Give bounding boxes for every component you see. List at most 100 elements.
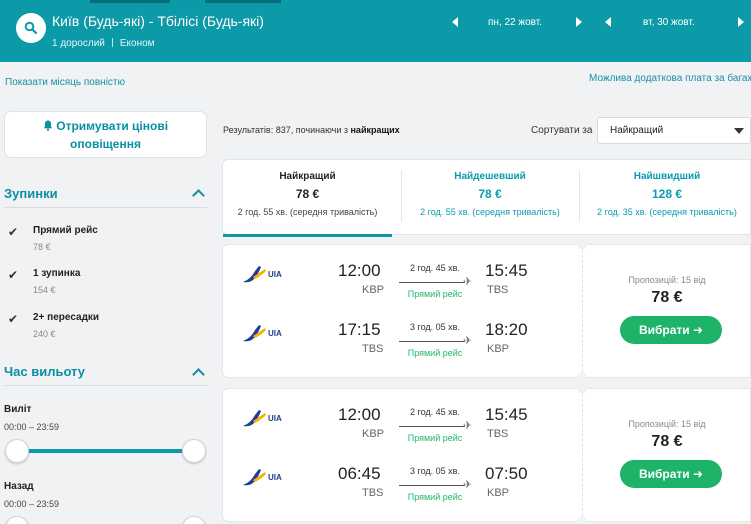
flight-card[interactable]: UIA 12:00 KBP 2 год. 45 хв. ✈ Прямий рей… — [222, 388, 751, 522]
next-date-icon[interactable] — [738, 17, 744, 27]
arrival-time: 15:45 — [485, 405, 528, 424]
flight-card[interactable]: UIA 12:00 KBP 2 год. 45 хв. ✈ Прямий рей… — [222, 244, 751, 378]
chevron-up-icon[interactable] — [192, 368, 205, 381]
search-button[interactable] — [16, 13, 46, 43]
sort-select[interactable]: Найкращий — [597, 117, 751, 144]
route-line — [399, 485, 465, 486]
flight-leg-outbound: UIA 12:00 KBP 2 год. 45 хв. ✈ Прямий рей… — [223, 255, 582, 305]
price-alert-button[interactable]: Отримувати цінові оповіщення — [4, 111, 207, 158]
departure-time: 06:45 — [338, 464, 381, 483]
stop-price: 78 € — [33, 242, 51, 252]
offers-count: Пропозицій: 15 від — [628, 419, 706, 429]
departure-time: 12:00 — [338, 405, 381, 424]
flight-leg-return: UIA 17:15 TBS 3 год. 05 хв. ✈ Прямий рей… — [223, 314, 582, 364]
departure-range: 00:00 – 23:59 — [4, 422, 60, 432]
departure-time-title: Час вильоту — [4, 364, 85, 379]
departure-time: 17:15 — [338, 320, 381, 339]
divider — [401, 170, 402, 222]
route-line — [399, 282, 465, 283]
departure-airport: TBS — [362, 343, 384, 355]
tab-price: 78 € — [295, 187, 320, 201]
prev-date-icon[interactable] — [452, 17, 458, 27]
tab-fastest[interactable]: Найшвидший 128 € 2 год. 35 хв. (середня … — [579, 160, 751, 236]
uia-logo-icon — [243, 325, 266, 342]
departure-airport: TBS — [362, 487, 384, 499]
sort-value: Найкращий — [610, 125, 664, 136]
departure-airport: KBP — [362, 284, 385, 296]
tab-duration: 2 год. 35 хв. (середня тривалість) — [597, 207, 737, 217]
return-date-picker[interactable]: вт, 30 жовт. — [605, 13, 751, 31]
passenger-summary[interactable]: 1 дорослий Економ — [52, 38, 155, 49]
price: 78 € — [651, 433, 683, 450]
ticket-notch — [577, 516, 587, 522]
tab-title: Найдешевший — [454, 171, 526, 182]
plane-icon: ✈ — [463, 335, 473, 347]
stop-label: Прямий рейс — [33, 225, 98, 236]
search-icon — [24, 21, 38, 35]
airline-logo: UIA — [241, 324, 287, 344]
search-header: Київ (Будь-які) - Тбілісі (Будь-які) 1 д… — [0, 0, 751, 62]
flight-duration: 3 год. 05 хв. — [410, 466, 460, 476]
bell-icon — [43, 120, 53, 131]
results-count-text: Результатів: 837, починаючи з — [223, 125, 351, 135]
divider — [579, 170, 580, 222]
arrival-time: 18:20 — [485, 320, 528, 339]
stops-label: Прямий рейс — [407, 492, 463, 502]
slider-handle-min[interactable] — [5, 439, 29, 463]
stops-label: Прямий рейс — [407, 348, 463, 358]
slider-handle-min[interactable] — [5, 516, 29, 524]
passengers-label: 1 дорослий — [52, 38, 105, 49]
airline-name: UIA — [268, 414, 282, 423]
slider-handle-max[interactable] — [182, 516, 206, 524]
stops-label: Прямий рейс — [407, 289, 463, 299]
extra-fee-link[interactable]: Можлива додаткова плата за багаж — [589, 73, 751, 84]
uia-logo-icon — [243, 266, 266, 283]
airline-logo: UIA — [241, 409, 287, 429]
route-line — [399, 426, 465, 427]
tab-duration: 2 год. 55 хв. (середня тривалість) — [237, 207, 378, 217]
prev-date-icon[interactable] — [605, 17, 611, 27]
select-button[interactable]: Вибрати ➜ — [620, 460, 722, 488]
checkbox-checked-icon[interactable]: ✔ — [8, 312, 19, 326]
divider — [4, 385, 207, 386]
airline-name: UIA — [268, 329, 282, 338]
next-date-icon[interactable] — [576, 17, 582, 27]
stop-price: 240 € — [33, 329, 56, 339]
results-count: Результатів: 837, починаючи з найкращих — [223, 125, 400, 135]
flight-duration: 2 год. 45 хв. — [410, 407, 460, 417]
chevron-up-icon[interactable] — [192, 189, 205, 202]
airline-name: UIA — [268, 270, 282, 279]
airline-name: UIA — [268, 473, 282, 482]
price: 78 € — [651, 289, 683, 306]
divider — [582, 245, 583, 377]
flight-duration: 3 год. 05 хв. — [410, 322, 460, 332]
cabin-label: Економ — [119, 38, 155, 49]
tab-price: 78 € — [478, 187, 502, 201]
tab-price: 128 € — [651, 187, 683, 201]
flight-leg-return: UIA 06:45 TBS 3 год. 05 хв. ✈ Прямий рей… — [223, 458, 582, 508]
airline-logo: UIA — [241, 265, 287, 285]
show-month-link[interactable]: Показати місяць повністю — [5, 77, 126, 88]
uia-logo-icon — [243, 469, 266, 486]
price-alert-label: Отримувати цінові оповіщення — [56, 118, 169, 151]
offers-count: Пропозицій: 15 від — [628, 275, 706, 285]
route-title[interactable]: Київ (Будь-які) - Тбілісі (Будь-які) — [52, 13, 264, 29]
arrival-airport: TBS — [487, 284, 509, 296]
departure-time: 12:00 — [338, 261, 381, 280]
return-label: Назад — [4, 481, 34, 492]
slider-handle-max[interactable] — [182, 439, 206, 463]
checkbox-checked-icon[interactable]: ✔ — [8, 225, 19, 239]
active-tab-indicator — [223, 234, 392, 237]
checkbox-checked-icon[interactable]: ✔ — [8, 268, 19, 282]
header-tab-indicator — [205, 0, 281, 3]
route-line — [399, 341, 465, 342]
tab-cheapest[interactable]: Найдешевший 78 € 2 год. 55 хв. (середня … — [401, 160, 579, 236]
stop-price: 154 € — [33, 285, 56, 295]
departure-slider[interactable] — [16, 449, 194, 453]
tab-best[interactable]: Найкращий 78 € 2 год. 55 хв. (середня тр… — [223, 160, 392, 237]
depart-date: пн, 22 жовт. — [488, 16, 542, 28]
plane-icon: ✈ — [463, 276, 473, 288]
depart-date-picker[interactable]: пн, 22 жовт. — [452, 13, 590, 31]
select-button[interactable]: Вибрати ➜ — [620, 316, 722, 344]
flight-duration: 2 год. 45 хв. — [410, 263, 460, 273]
